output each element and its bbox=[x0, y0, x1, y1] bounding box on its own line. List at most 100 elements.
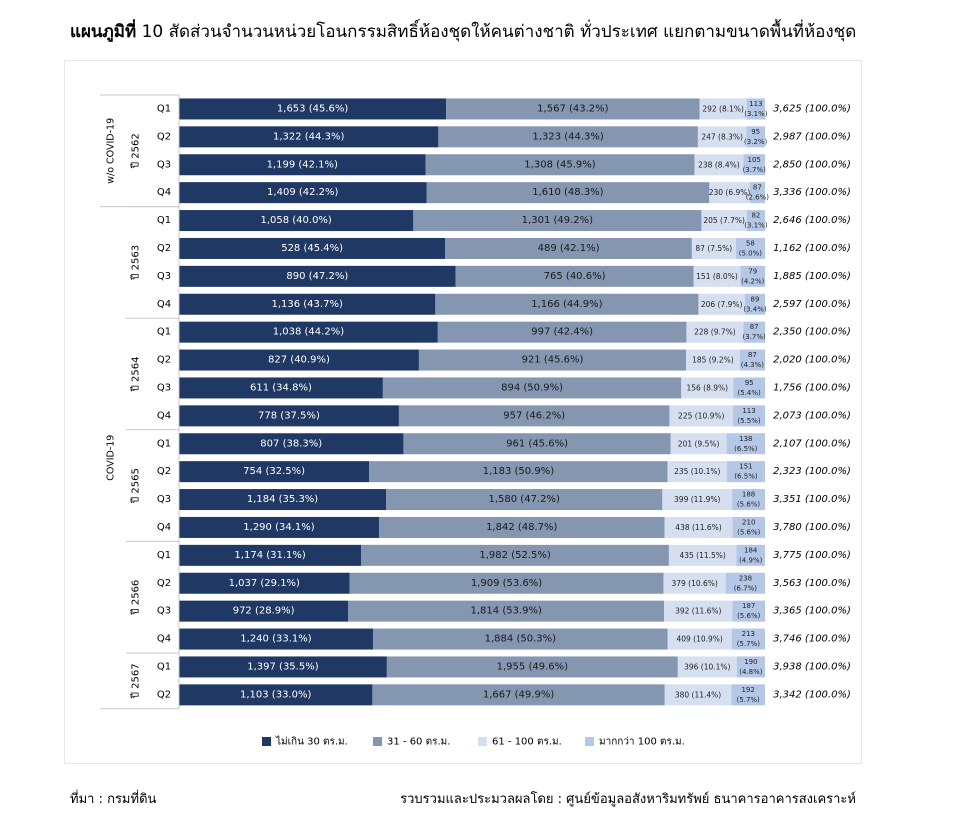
bar-segment bbox=[670, 433, 727, 455]
bar-percent-label: (6.5%) bbox=[734, 445, 758, 453]
quarter-label: Q1 bbox=[157, 438, 171, 449]
row-total-label: 2,850 (100.0%) bbox=[773, 159, 851, 170]
bar-value-label: 87 bbox=[748, 351, 757, 359]
bar-segment bbox=[438, 126, 698, 148]
bar-segment bbox=[418, 349, 687, 371]
bar-value-label: 1,322 (44.3%) bbox=[273, 131, 344, 142]
bar-percent-label: (6.7%) bbox=[734, 584, 758, 592]
bar-value-label: 1,409 (42.2%) bbox=[267, 187, 338, 198]
bar-percent-label: (5.7%) bbox=[737, 696, 761, 704]
year-label: ปี 2564 bbox=[130, 357, 142, 393]
bar-segment bbox=[455, 265, 694, 287]
bar-segment bbox=[179, 600, 349, 622]
bar-value-label: 528 (45.4%) bbox=[281, 243, 343, 254]
row-total-label: 2,350 (100.0%) bbox=[773, 327, 851, 338]
bar-value-label: 807 (38.3%) bbox=[260, 438, 322, 449]
bar-segment bbox=[179, 684, 373, 706]
bar-segment bbox=[664, 684, 732, 706]
bar-value-label: 235 (10.1%) bbox=[674, 467, 720, 476]
row-total-label: 3,746 (100.0%) bbox=[773, 634, 851, 645]
bar-value-label: 1,136 (43.7%) bbox=[271, 299, 342, 310]
bar-value-label: 1,174 (31.1%) bbox=[234, 550, 305, 561]
bar-value-label: 890 (47.2%) bbox=[286, 271, 348, 282]
bar-value-label: 611 (34.8%) bbox=[250, 382, 312, 393]
bar-segment bbox=[179, 293, 436, 315]
bar-segment bbox=[739, 349, 765, 371]
bar-segment bbox=[686, 321, 744, 343]
quarter-label: Q2 bbox=[157, 131, 171, 142]
bar-segment bbox=[726, 461, 765, 483]
bar-value-label: 754 (32.5%) bbox=[243, 466, 305, 477]
quarter-label: Q4 bbox=[157, 187, 171, 198]
bar-value-label: 213 bbox=[742, 630, 755, 638]
bar-value-label: 1,567 (43.2%) bbox=[537, 103, 608, 114]
bar-percent-label: (3.2%) bbox=[744, 138, 768, 146]
quarter-label: Q1 bbox=[157, 327, 171, 338]
bar-value-label: 778 (37.5%) bbox=[258, 410, 320, 421]
bar-segment bbox=[378, 516, 665, 538]
bar-value-label: 396 (10.1%) bbox=[684, 662, 730, 671]
bar-value-label: 151 bbox=[739, 463, 752, 471]
bar-value-label: 399 (11.9%) bbox=[674, 495, 720, 504]
bar-value-label: 113 bbox=[742, 407, 755, 415]
quarter-label: Q3 bbox=[157, 494, 171, 505]
bar-segment bbox=[179, 377, 383, 399]
bar-value-label: 409 (10.9%) bbox=[676, 635, 722, 644]
bar-segment bbox=[372, 684, 665, 706]
bar-segment bbox=[426, 182, 710, 204]
bar-value-label: 1,166 (44.9%) bbox=[531, 299, 602, 310]
row-total-label: 3,775 (100.0%) bbox=[773, 550, 851, 561]
bar-value-label: 972 (28.9%) bbox=[233, 606, 295, 617]
year-label: ปี 2565 bbox=[130, 468, 142, 504]
bar-segment bbox=[691, 237, 736, 259]
bar-segment bbox=[733, 377, 765, 399]
bar-segment bbox=[349, 572, 664, 594]
bar-percent-label: (4.9%) bbox=[739, 556, 763, 564]
bar-segment bbox=[386, 489, 663, 511]
bar-segment bbox=[179, 321, 438, 343]
quarter-label: Q2 bbox=[157, 689, 171, 700]
bar-segment bbox=[664, 600, 733, 622]
bar-value-label: 1,183 (50.9%) bbox=[483, 466, 554, 477]
bar-segment bbox=[179, 210, 414, 232]
bar-value-label: 894 (50.9%) bbox=[501, 382, 563, 393]
bar-value-label: 188 bbox=[742, 491, 755, 499]
bar-value-label: 89 bbox=[750, 295, 759, 303]
bar-value-label: 1,982 (52.5%) bbox=[479, 550, 550, 561]
bar-segment bbox=[662, 489, 733, 511]
chart-title-bold: แผนภูมิที่ bbox=[70, 22, 137, 42]
bar-segment bbox=[372, 628, 668, 650]
bar-segment bbox=[698, 293, 745, 315]
bar-segment bbox=[179, 98, 447, 120]
bar-segment bbox=[732, 516, 765, 538]
bar-segment bbox=[667, 461, 727, 483]
bar-value-label: 206 (7.9%) bbox=[701, 300, 743, 309]
bar-percent-label: (5.6%) bbox=[737, 501, 761, 509]
bar-value-label: 921 (45.6%) bbox=[522, 355, 584, 366]
bar-value-label: 138 bbox=[739, 435, 752, 443]
legend-label: มากกว่า 100 ตร.ม. bbox=[599, 737, 685, 748]
legend-swatch bbox=[585, 737, 594, 746]
compiled-by-note: รวบรวมและประมวลผลโดย : ศูนย์ข้อมูลอสังหา… bbox=[400, 792, 856, 807]
row-total-label: 2,020 (100.0%) bbox=[773, 355, 851, 366]
bar-value-label: 1,842 (48.7%) bbox=[486, 522, 557, 533]
bar-segment bbox=[179, 405, 399, 427]
bar-value-label: 184 bbox=[744, 546, 758, 554]
bar-value-label: 247 (8.3%) bbox=[701, 132, 743, 141]
group-label: w/o COVID-19 bbox=[106, 118, 117, 184]
bar-value-label: 113 bbox=[749, 100, 762, 108]
bar-value-label: 82 bbox=[751, 212, 760, 220]
bar-segment bbox=[746, 210, 765, 232]
row-total-label: 3,351 (100.0%) bbox=[773, 494, 851, 505]
bar-value-label: 438 (11.6%) bbox=[675, 523, 721, 532]
bar-segment bbox=[179, 237, 446, 259]
bar-percent-label: (4.2%) bbox=[741, 277, 765, 285]
bar-segment bbox=[732, 600, 765, 622]
bar-value-label: 230 (6.9%) bbox=[709, 188, 751, 197]
group-label: COVID-19 bbox=[106, 435, 117, 481]
bar-segment bbox=[746, 98, 765, 120]
bar-value-label: 225 (10.9%) bbox=[678, 411, 724, 420]
bar-value-label: 1,397 (35.5%) bbox=[247, 661, 318, 672]
bar-segment bbox=[179, 433, 404, 455]
bar-segment bbox=[746, 126, 765, 148]
